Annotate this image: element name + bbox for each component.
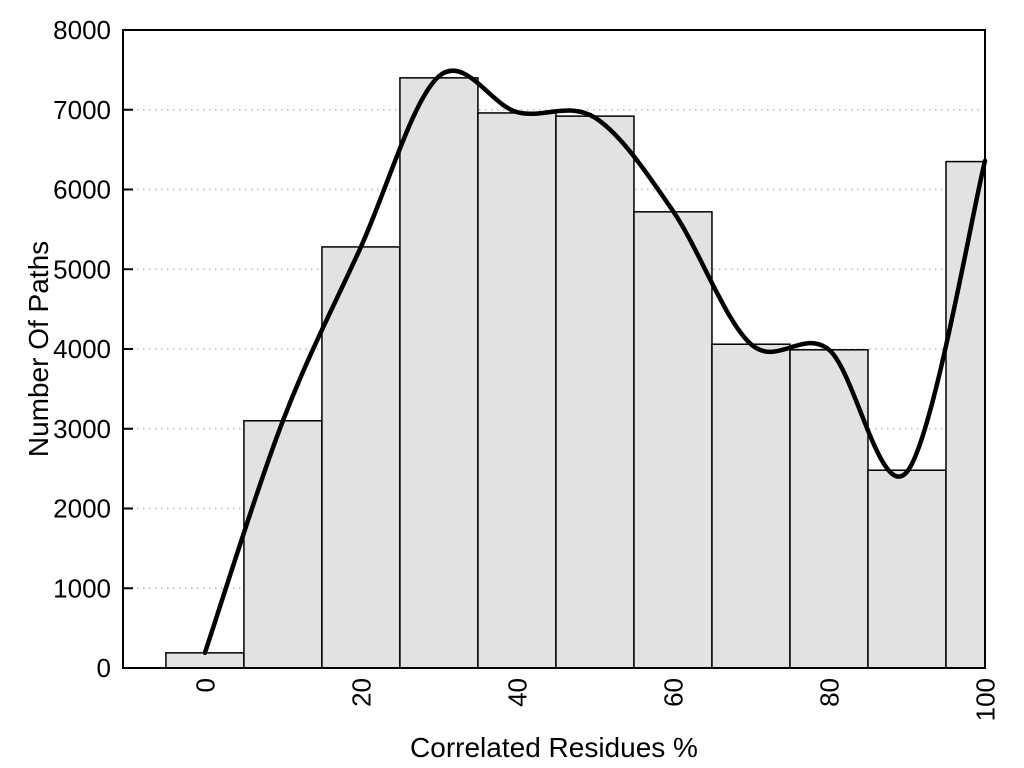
y-tick-label: 7000: [53, 95, 111, 125]
tick-labels: 0 1000 2000 3000 4000 5000 6000 7000 8000 0 20 40 60…: [53, 15, 1000, 721]
y-tick-label: 3000: [53, 414, 111, 444]
x-tick-label: 40: [502, 678, 532, 707]
y-tick-label: 5000: [53, 254, 111, 284]
histogram-bar: [165, 652, 245, 669]
histogram-bar: [633, 211, 713, 669]
y-tick-label: 2000: [53, 494, 111, 524]
x-tick-label: 0: [190, 678, 220, 692]
histogram-bar: [711, 343, 791, 669]
histogram-bar: [867, 469, 947, 669]
plot-border: [122, 29, 986, 669]
x-tick-label: 80: [814, 678, 844, 707]
x-tick-label: 100: [971, 678, 1001, 721]
y-tick-marks: [123, 29, 133, 669]
y-axis-title: Number Of Paths: [23, 241, 54, 457]
x-axis-title: Correlated Residues %: [410, 732, 698, 763]
y-tick-label: 4000: [53, 334, 111, 364]
x-tick-label: 60: [658, 678, 688, 707]
histogram-bar: [555, 115, 635, 669]
y-tick-label: 6000: [53, 175, 111, 205]
y-tick-label: 1000: [53, 573, 111, 603]
histogram-bars: [165, 77, 986, 669]
y-tick-label: 0: [97, 653, 111, 683]
histogram-bar: [399, 77, 479, 669]
density-curve: [202, 68, 988, 656]
histogram-bar: [477, 112, 557, 669]
histogram-bar: [945, 160, 986, 669]
histogram-bar: [243, 420, 323, 669]
x-tick-label: 20: [346, 678, 376, 707]
y-tick-label: 8000: [53, 15, 111, 45]
